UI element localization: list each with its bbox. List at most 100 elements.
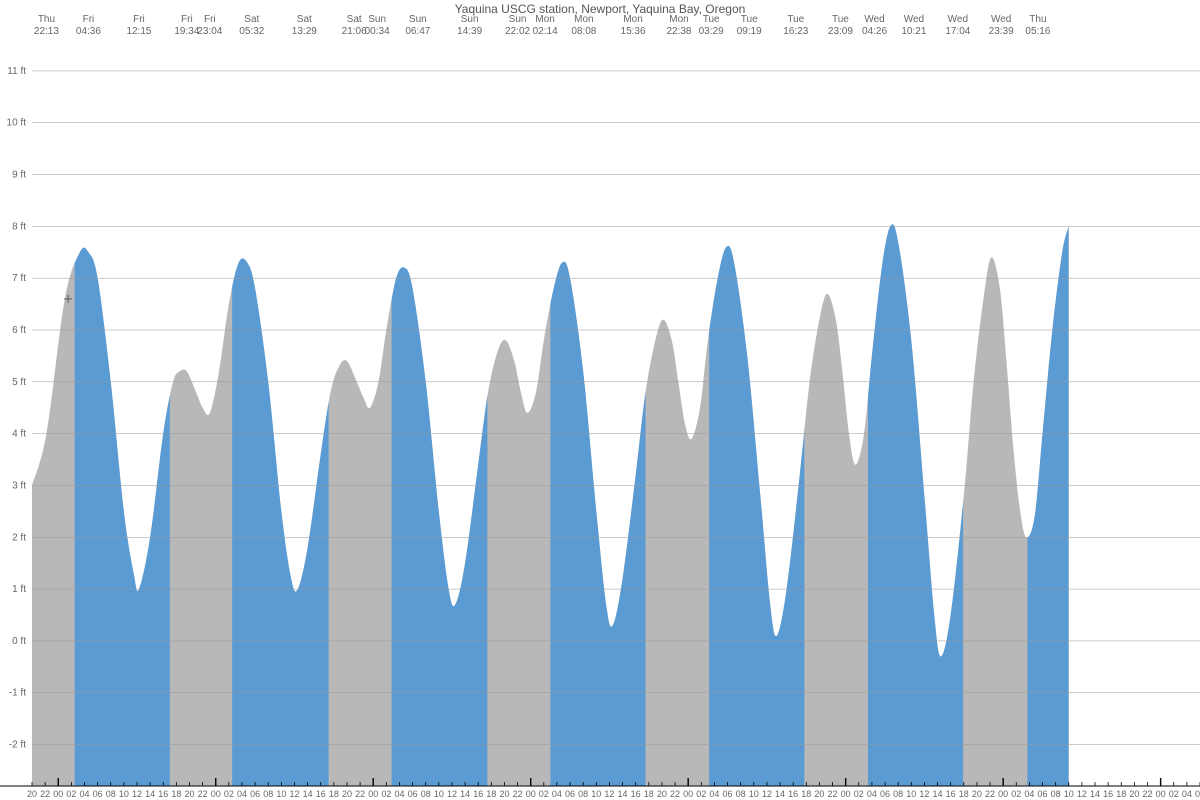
- svg-text:2 ft: 2 ft: [12, 532, 26, 543]
- svg-text:20: 20: [499, 789, 509, 799]
- tide-chart: Yaquina USCG station, Newport, Yaquina B…: [0, 0, 1200, 800]
- chart-title: Yaquina USCG station, Newport, Yaquina B…: [0, 2, 1200, 16]
- svg-text:18: 18: [329, 789, 339, 799]
- svg-text:18: 18: [801, 789, 811, 799]
- svg-text:7 ft: 7 ft: [12, 273, 26, 284]
- svg-text:14: 14: [1090, 789, 1100, 799]
- svg-text:06:47: 06:47: [405, 26, 430, 37]
- svg-text:00: 00: [211, 789, 221, 799]
- svg-text:12: 12: [604, 789, 614, 799]
- svg-text:19:34: 19:34: [174, 26, 199, 37]
- svg-text:04: 04: [394, 789, 404, 799]
- svg-text:10: 10: [591, 789, 601, 799]
- svg-text:16: 16: [316, 789, 326, 799]
- svg-text:00: 00: [53, 789, 63, 799]
- svg-text:12:15: 12:15: [126, 26, 151, 37]
- svg-text:06: 06: [880, 789, 890, 799]
- svg-text:10: 10: [276, 789, 286, 799]
- svg-text:08: 08: [1051, 789, 1061, 799]
- svg-text:10: 10: [434, 789, 444, 799]
- svg-text:02: 02: [1011, 789, 1021, 799]
- chart-svg: -2 ft-1 ft0 ft1 ft2 ft3 ft4 ft5 ft6 ft7 …: [0, 0, 1200, 800]
- svg-text:04: 04: [237, 789, 247, 799]
- svg-text:-2 ft: -2 ft: [9, 740, 26, 751]
- svg-text:12: 12: [762, 789, 772, 799]
- svg-text:20: 20: [342, 789, 352, 799]
- svg-text:22: 22: [40, 789, 50, 799]
- svg-text:20: 20: [184, 789, 194, 799]
- svg-text:20: 20: [657, 789, 667, 799]
- svg-text:00: 00: [683, 789, 693, 799]
- svg-text:16: 16: [946, 789, 956, 799]
- svg-text:02:14: 02:14: [533, 26, 558, 37]
- svg-text:05:32: 05:32: [239, 26, 264, 37]
- svg-text:21:06: 21:06: [342, 26, 367, 37]
- svg-text:04: 04: [552, 789, 562, 799]
- svg-text:18: 18: [1116, 789, 1126, 799]
- svg-text:00: 00: [368, 789, 378, 799]
- svg-text:14:39: 14:39: [457, 26, 482, 37]
- svg-text:1 ft: 1 ft: [12, 584, 26, 595]
- svg-text:23:04: 23:04: [197, 26, 222, 37]
- svg-text:02: 02: [539, 789, 549, 799]
- svg-text:12: 12: [1077, 789, 1087, 799]
- svg-text:00: 00: [526, 789, 536, 799]
- svg-text:06: 06: [408, 789, 418, 799]
- svg-text:04: 04: [1024, 789, 1034, 799]
- svg-text:13:29: 13:29: [292, 26, 317, 37]
- svg-text:16: 16: [158, 789, 168, 799]
- svg-text:02: 02: [381, 789, 391, 799]
- svg-text:12: 12: [132, 789, 142, 799]
- svg-text:10:21: 10:21: [901, 26, 926, 37]
- svg-text:-1 ft: -1 ft: [9, 688, 26, 699]
- svg-text:14: 14: [303, 789, 313, 799]
- svg-text:06: 06: [93, 789, 103, 799]
- svg-text:20: 20: [27, 789, 37, 799]
- svg-text:22: 22: [513, 789, 523, 799]
- svg-text:10: 10: [749, 789, 759, 799]
- svg-text:06: 06: [1038, 789, 1048, 799]
- svg-text:16: 16: [473, 789, 483, 799]
- svg-text:08: 08: [263, 789, 273, 799]
- svg-text:14: 14: [460, 789, 470, 799]
- svg-text:9 ft: 9 ft: [12, 170, 26, 181]
- svg-text:04:36: 04:36: [76, 26, 101, 37]
- svg-text:16: 16: [1103, 789, 1113, 799]
- svg-text:02: 02: [854, 789, 864, 799]
- svg-text:22: 22: [1142, 789, 1152, 799]
- svg-text:08: 08: [421, 789, 431, 799]
- svg-text:06: 06: [565, 789, 575, 799]
- svg-text:02: 02: [1169, 789, 1179, 799]
- svg-text:00: 00: [998, 789, 1008, 799]
- svg-text:04: 04: [867, 789, 877, 799]
- svg-text:18: 18: [171, 789, 181, 799]
- svg-text:18: 18: [486, 789, 496, 799]
- svg-text:22: 22: [198, 789, 208, 799]
- svg-text:22: 22: [828, 789, 838, 799]
- svg-text:10: 10: [1064, 789, 1074, 799]
- svg-text:22: 22: [355, 789, 365, 799]
- svg-text:02: 02: [696, 789, 706, 799]
- svg-text:15:36: 15:36: [621, 26, 646, 37]
- svg-text:09:19: 09:19: [737, 26, 762, 37]
- svg-text:22: 22: [670, 789, 680, 799]
- svg-text:20: 20: [814, 789, 824, 799]
- svg-text:02: 02: [66, 789, 76, 799]
- svg-text:14: 14: [618, 789, 628, 799]
- svg-text:20: 20: [1129, 789, 1139, 799]
- svg-text:6 ft: 6 ft: [12, 325, 26, 336]
- svg-text:23:39: 23:39: [989, 26, 1014, 37]
- svg-text:04: 04: [1182, 789, 1192, 799]
- svg-text:00: 00: [841, 789, 851, 799]
- svg-text:18: 18: [644, 789, 654, 799]
- svg-text:14: 14: [775, 789, 785, 799]
- svg-text:10: 10: [906, 789, 916, 799]
- svg-text:06: 06: [1195, 789, 1200, 799]
- svg-text:16: 16: [788, 789, 798, 799]
- svg-text:08: 08: [736, 789, 746, 799]
- svg-text:3 ft: 3 ft: [12, 480, 26, 491]
- svg-text:02: 02: [224, 789, 234, 799]
- svg-text:14: 14: [933, 789, 943, 799]
- svg-text:04:26: 04:26: [862, 26, 887, 37]
- svg-text:04: 04: [709, 789, 719, 799]
